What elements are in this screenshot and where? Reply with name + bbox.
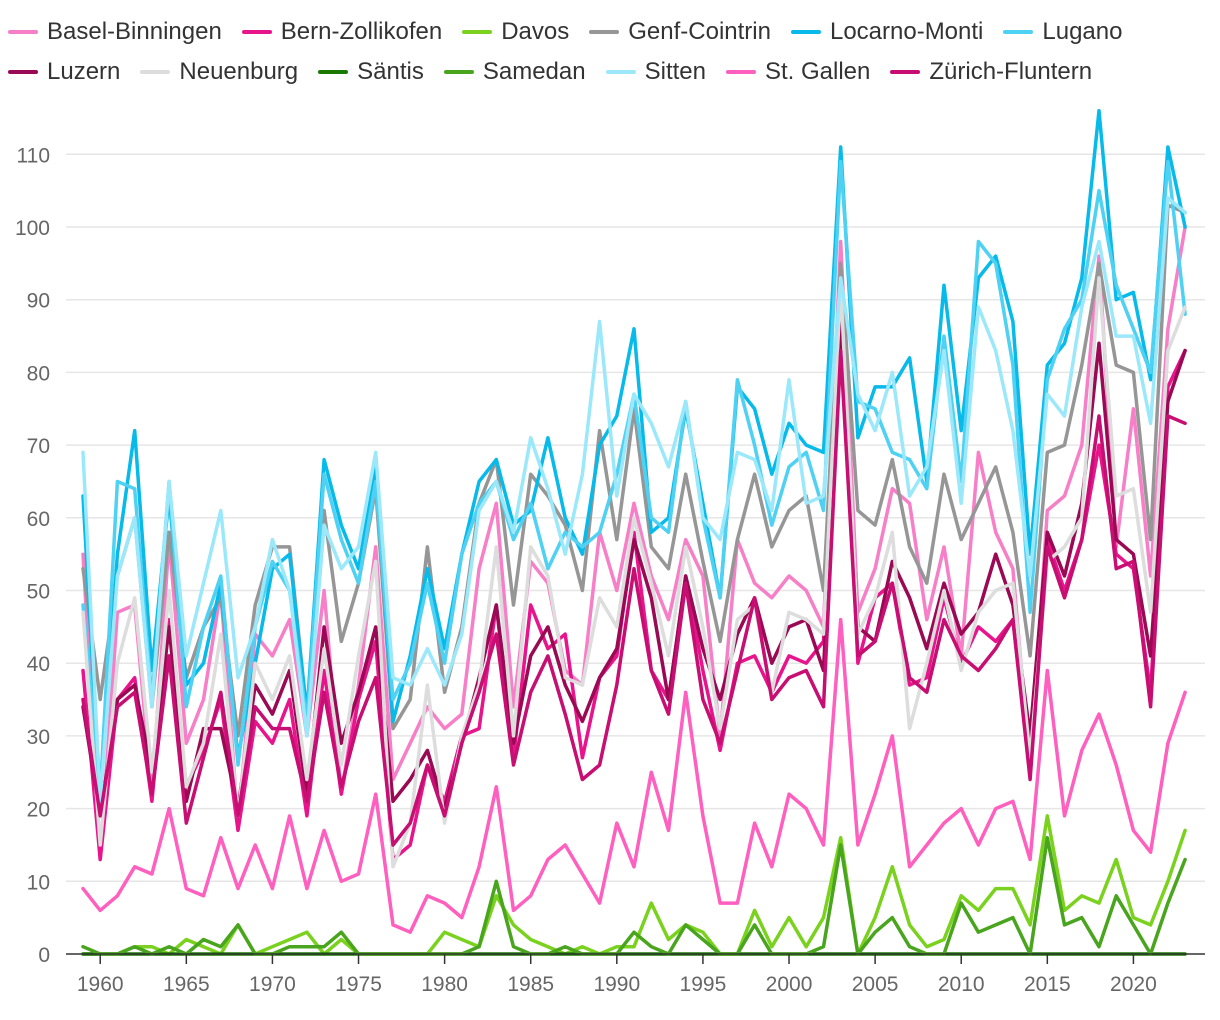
series-line-neuenburg[interactable] — [81, 276, 1187, 869]
legend-item-st-gallen[interactable]: St. Gallen — [725, 58, 871, 86]
legend-item-sitten[interactable]: Sitten — [605, 58, 706, 86]
x-tick-label: 2010 — [938, 973, 985, 996]
x-tick-label: 1960 — [77, 973, 124, 996]
legend-label: Genf-Cointrin — [628, 18, 771, 45]
x-tick-label: 1990 — [593, 973, 640, 996]
y-tick-label: 20 — [27, 799, 50, 822]
x-tick-label: 1980 — [421, 973, 468, 996]
legend-swatch — [8, 30, 38, 34]
legend-item-bern-zollikofen[interactable]: Bern-Zollikofen — [241, 18, 443, 46]
legend-label: Luzern — [47, 58, 121, 85]
x-tick-label: 1995 — [680, 973, 727, 996]
legend-swatch — [1003, 30, 1034, 34]
y-tick-label: 110 — [17, 144, 50, 167]
x-tick-label: 2005 — [852, 973, 899, 996]
x-tick-label: 1985 — [507, 973, 554, 996]
legend-swatch — [790, 30, 821, 34]
legend-item-saentis[interactable]: Säntis — [318, 58, 424, 86]
series-line-zuerich-fluntern[interactable] — [81, 348, 1187, 847]
legend-item-luzern[interactable]: Luzern — [8, 58, 120, 86]
legend-swatch — [725, 70, 756, 74]
legend-swatch — [318, 70, 349, 74]
series-line-davos[interactable] — [81, 814, 1187, 956]
y-tick-label: 70 — [27, 435, 50, 458]
legend-label: Neuenburg — [179, 58, 299, 85]
series-line-sitten[interactable] — [81, 196, 1187, 804]
legend-item-lugano[interactable]: Lugano — [1003, 18, 1122, 46]
legend-label: St. Gallen — [764, 58, 871, 85]
series-line-basel-binningen[interactable] — [81, 225, 1187, 862]
series-line-locarno-monti[interactable] — [81, 108, 1187, 804]
legend-item-locarno-monti[interactable]: Locarno-Monti — [790, 18, 984, 46]
legend-label: Basel-Binningen — [47, 18, 222, 45]
y-tick-label: 40 — [27, 653, 50, 676]
y-tick-label: 10 — [27, 871, 50, 894]
legend-item-basel-binningen[interactable]: Basel-Binningen — [8, 18, 222, 46]
legend-label: Sitten — [644, 58, 706, 85]
legend-label: Locarno-Monti — [829, 18, 984, 45]
legend-label: Säntis — [357, 58, 424, 85]
x-tick-label: 2015 — [1024, 973, 1071, 996]
y-tick-label: 50 — [27, 581, 50, 604]
legend-swatch — [605, 70, 636, 74]
y-tick-label: 80 — [27, 362, 50, 385]
series-line-samedan[interactable] — [81, 835, 1187, 956]
legend-label: Lugano — [1042, 18, 1123, 45]
legend-label: Zürich-Fluntern — [929, 58, 1093, 85]
legend-swatch — [589, 30, 620, 34]
legend-swatch — [890, 70, 921, 74]
legend-item-samedan[interactable]: Samedan — [443, 58, 586, 86]
legend-row: Basel-Binningen Bern-Zollikofen Davos Ge… — [8, 12, 1208, 52]
x-tick-label: 1970 — [249, 973, 296, 996]
y-tick-label: 100 — [15, 217, 50, 240]
series-lines — [81, 108, 1187, 956]
y-tick-label: 90 — [27, 290, 50, 313]
axes: 0 10 20 30 40 50 60 70 80 90 100 110 1960 1965 1970 197… — [15, 144, 1205, 996]
series-line-st-gallen[interactable] — [81, 617, 1187, 934]
legend-label: Davos — [501, 18, 570, 45]
y-tick-label: 30 — [27, 726, 50, 749]
x-tick-label: 1965 — [163, 973, 210, 996]
legend-row: Luzern Neuenburg Säntis Samedan Sitten S… — [8, 52, 1208, 92]
legend-label: Samedan — [482, 58, 586, 85]
legend-swatch — [241, 30, 272, 34]
x-tick-label: 2020 — [1110, 973, 1157, 996]
legend-item-neuenburg[interactable]: Neuenburg — [140, 58, 298, 86]
y-tick-label: 0 — [38, 944, 50, 967]
legend-item-genf-cointrin[interactable]: Genf-Cointrin — [589, 18, 771, 46]
x-tick-label: 2000 — [766, 973, 813, 996]
legend-swatch — [140, 70, 171, 74]
series-line-luzern[interactable] — [81, 312, 1187, 818]
legend-swatch — [462, 30, 493, 34]
legend-swatch — [443, 70, 474, 74]
series-line-bern-zollikofen[interactable] — [81, 283, 1187, 862]
legend-item-zuerich-fluntern[interactable]: Zürich-Fluntern — [890, 58, 1092, 86]
y-tick-label: 60 — [27, 508, 50, 531]
x-tick-label: 1975 — [335, 973, 382, 996]
legend-item-davos[interactable]: Davos — [462, 18, 569, 46]
legend-label: Bern-Zollikofen — [280, 18, 443, 45]
legend: Basel-Binningen Bern-Zollikofen Davos Ge… — [8, 12, 1208, 92]
legend-swatch — [8, 70, 38, 74]
